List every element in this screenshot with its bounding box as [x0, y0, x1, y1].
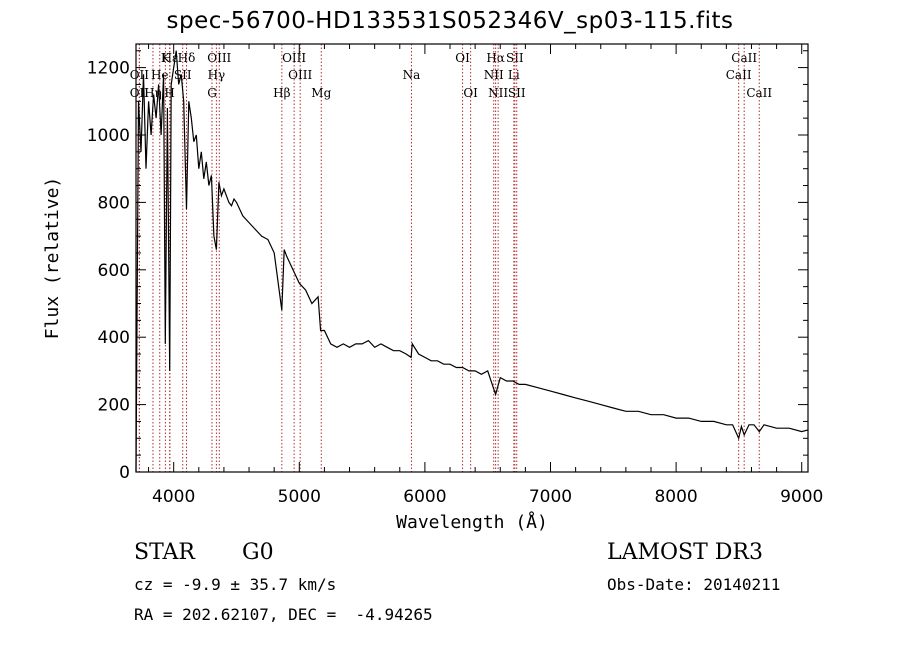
- survey-label: LAMOST DR3: [607, 540, 763, 565]
- coordinates: RA = 202.62107, DEC = -4.94265: [134, 605, 433, 624]
- y-tick-label: 1200: [87, 59, 130, 79]
- x-axis-label: Wavelength (Å): [396, 511, 548, 533]
- chart-title: spec-56700-HD133531S052346V_sp03-115.fit…: [166, 8, 734, 34]
- y-tick-label: 0: [119, 463, 130, 483]
- spectral-line-label: Hγ: [208, 68, 226, 82]
- spectral-line-label: OIII: [282, 51, 306, 65]
- y-tick-label: 600: [98, 261, 130, 281]
- spectral-line-label: SII: [508, 86, 526, 100]
- spectral-line-label: Hβ: [273, 86, 290, 100]
- spectral-line-label: NII: [484, 68, 504, 82]
- spectral-line-label: OI: [455, 51, 470, 65]
- y-tick-label: 800: [98, 193, 130, 213]
- spectral-line-label: G: [207, 86, 217, 100]
- spectral-line-label: CaII: [726, 68, 752, 82]
- spectral-line-label: H: [164, 86, 174, 100]
- x-tick-label: 8000: [654, 487, 697, 507]
- spectral-line-label: CaII: [746, 86, 772, 100]
- x-tick-label: 4000: [152, 487, 195, 507]
- spectral-line-label: OII: [130, 68, 150, 82]
- y-tick-label: 200: [98, 396, 130, 416]
- x-tick-label: 5000: [278, 487, 321, 507]
- object-class: STAR: [134, 540, 195, 565]
- y-tick-label: 400: [98, 328, 130, 348]
- spectral-line-label: OIII: [207, 51, 231, 65]
- spectral-line-label: Hδ: [178, 51, 196, 65]
- y-axis-label: Flux (relative): [42, 177, 63, 340]
- x-tick-label: 9000: [780, 487, 823, 507]
- plot-frame: [135, 43, 809, 473]
- spectral-line-label: CaII: [731, 51, 757, 65]
- spectrum-series-line: [135, 50, 809, 473]
- spectral-line-label: K: [161, 51, 171, 65]
- object-subclass: G0: [242, 540, 274, 565]
- spectral-line-label: Hα: [486, 51, 505, 65]
- x-tick-label: 7000: [529, 487, 572, 507]
- spectral-line-label: Li: [508, 68, 520, 82]
- spectral-line-label: SII: [506, 51, 524, 65]
- x-tick-label: 6000: [403, 487, 446, 507]
- spectral-line-label: OI: [463, 86, 478, 100]
- spectral-line-label: Na: [403, 68, 421, 82]
- spectral-line-label: SII: [174, 68, 192, 82]
- spectral-line-label: Mg: [311, 86, 331, 100]
- spectral-line-label: OIII: [288, 68, 312, 82]
- redshift-velocity: cz = -9.9 ± 35.7 km/s: [134, 575, 337, 594]
- observation-date: Obs-Date: 20140211: [607, 575, 781, 594]
- y-tick-label: 1000: [87, 126, 130, 146]
- spectral-line-label: NII: [488, 86, 508, 100]
